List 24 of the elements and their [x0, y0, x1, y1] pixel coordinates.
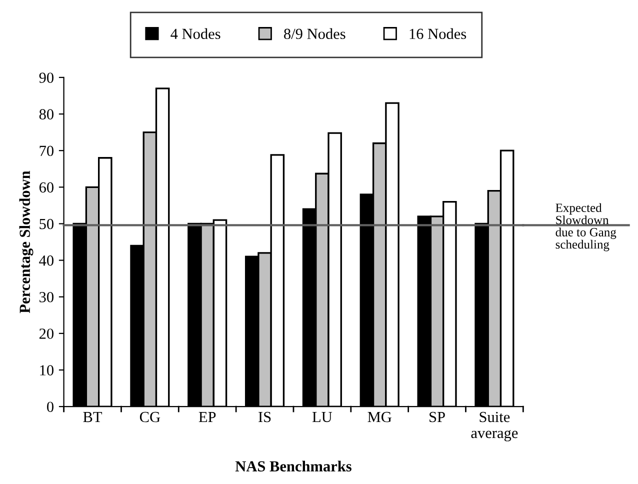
y-tick-label: 90 — [39, 72, 54, 83]
x-tick-label: MG — [368, 412, 392, 422]
x-tick-label: EP — [198, 412, 216, 422]
y-tick-label: 40 — [39, 255, 54, 266]
y-tick-label: 30 — [40, 292, 54, 302]
y-tick-label: 80 — [39, 109, 54, 120]
legend-label: 16 Nodes — [410, 28, 466, 40]
x-tick-label: SP — [430, 412, 445, 422]
y-tick-label: 60 — [39, 182, 54, 193]
x-tick-label: Suite average — [471, 412, 518, 442]
x-tick-label: IS — [258, 412, 271, 422]
x-tick-label: CG — [140, 412, 160, 422]
legend-label: 4 Nodes — [170, 28, 220, 40]
y-tick-label: 0 — [47, 402, 54, 412]
y-tick-label: 20 — [39, 328, 54, 339]
x-axis-title: NAS Benchmarks — [235, 460, 352, 472]
y-tick-label: 50 — [40, 218, 54, 230]
y-axis-title: Percentage Slowdown — [19, 170, 34, 314]
legend-label: 8/9 Nodes — [284, 28, 346, 40]
y-tick-label: 10 — [40, 365, 54, 376]
y-tick-label: 70 — [40, 146, 54, 156]
ref-line-label: Expected Slowdown due to Gang scheduling — [556, 203, 616, 252]
x-tick-label: BT — [83, 412, 102, 422]
x-tick-label: LU — [312, 412, 332, 422]
